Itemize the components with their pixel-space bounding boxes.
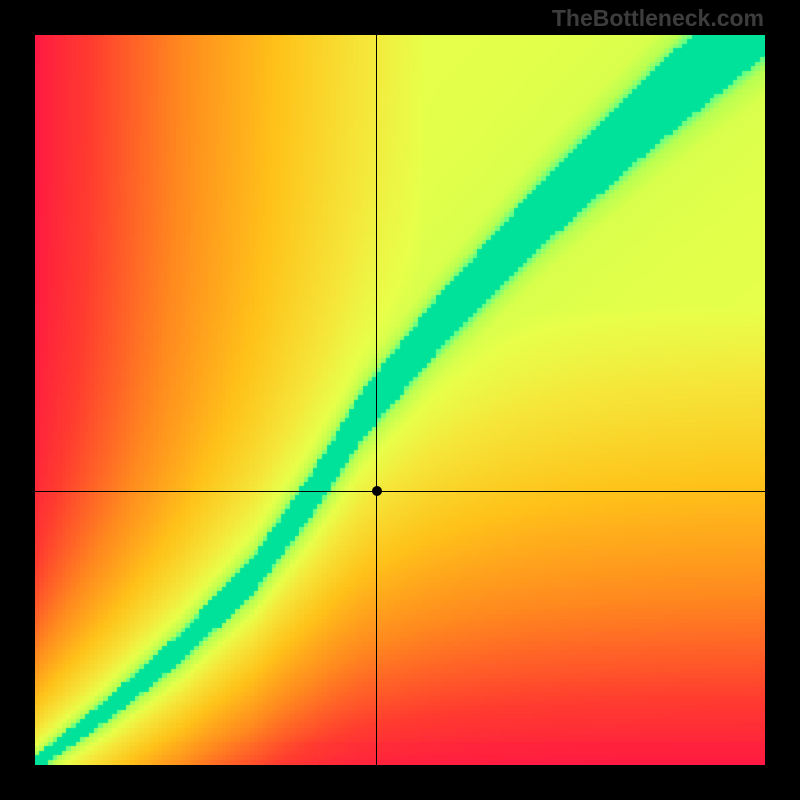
plot-area <box>35 35 765 765</box>
crosshair-vertical <box>376 35 377 765</box>
heatmap-canvas <box>35 35 765 765</box>
watermark-text: TheBottleneck.com <box>552 5 764 32</box>
crosshair-horizontal <box>35 491 765 492</box>
crosshair-marker <box>372 486 382 496</box>
